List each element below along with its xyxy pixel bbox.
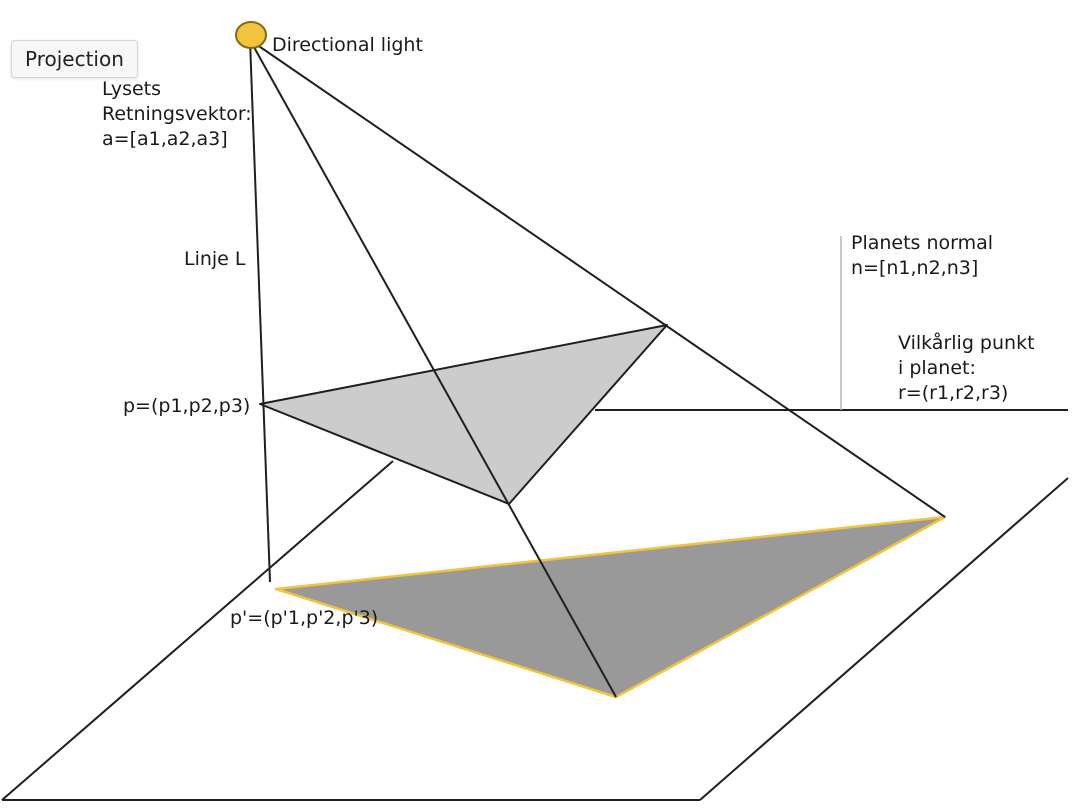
direction-label-line1: Lysets xyxy=(102,78,161,100)
line-label: Linje L xyxy=(184,248,246,270)
point-p-prime-label: p'=(p'1,p'2,p'3) xyxy=(230,607,378,629)
plane-right-edge xyxy=(699,477,1069,801)
shadow-triangle xyxy=(274,515,947,699)
ray-middle xyxy=(249,39,617,698)
direction-label-line2: Retningsvektor: xyxy=(102,103,252,125)
light-label: Directional light xyxy=(272,34,423,56)
normal-label-line2: n=[n1,n2,n3] xyxy=(851,257,978,279)
direction-label-line3: a=[a1,a2,a3] xyxy=(102,128,228,150)
ray-right xyxy=(249,39,946,518)
point-label-line2: i planet: xyxy=(898,357,976,379)
object-triangle xyxy=(259,324,668,505)
point-p-label: p=(p1,p2,p3) xyxy=(123,395,250,417)
projection-tooltip: Projection xyxy=(11,40,138,78)
light-source-icon xyxy=(235,21,267,49)
plane-left-edge xyxy=(1,460,394,801)
projection-rays xyxy=(249,39,946,698)
ray-line-l xyxy=(249,39,271,583)
point-label-line3: r=(r1,r2,r3) xyxy=(898,382,1008,404)
point-label-line1: Vilkårlig punkt xyxy=(898,331,1035,354)
normal-label-line1: Planets normal xyxy=(851,232,993,254)
ground-plane xyxy=(1,409,1069,801)
